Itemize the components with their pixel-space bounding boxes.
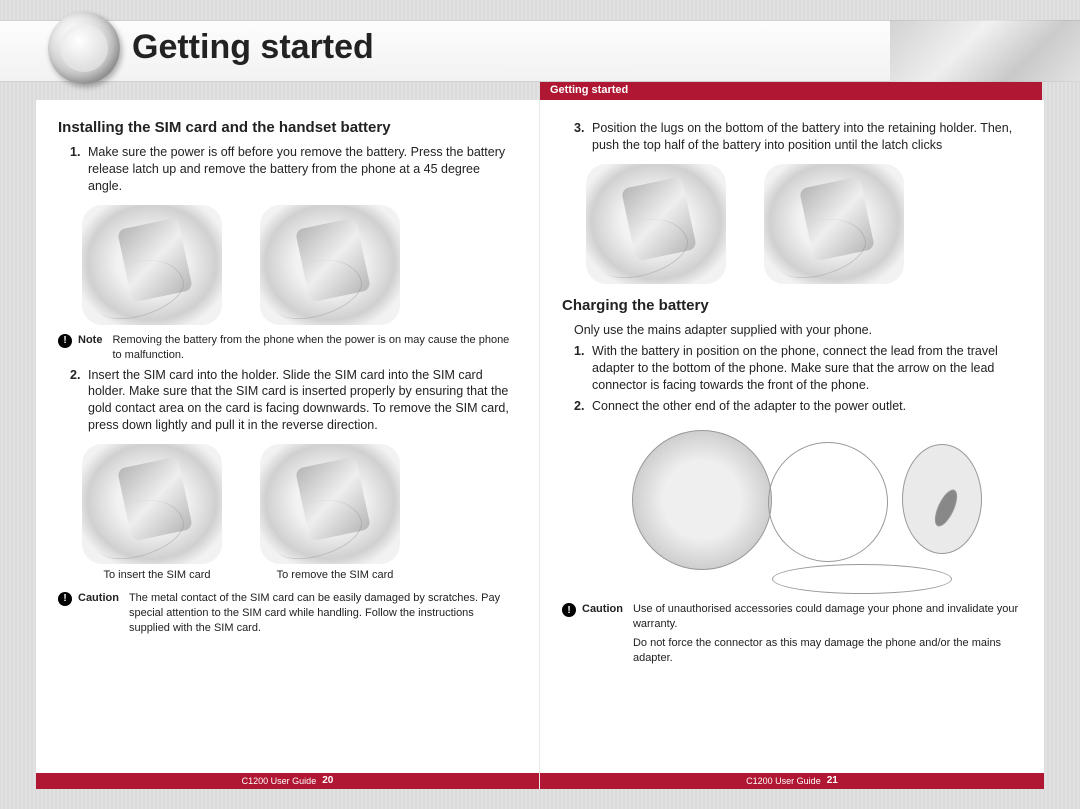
figure-row-sim: To insert the SIM card To remove the SIM… bbox=[82, 444, 517, 583]
caution-icon: ! bbox=[562, 603, 576, 617]
step-text: Make sure the power is off before you re… bbox=[88, 144, 517, 195]
step-3: 3. Position the lugs on the bottom of th… bbox=[574, 120, 1022, 154]
step-text: With the battery in position on the phon… bbox=[592, 343, 1022, 394]
caution-line-2: Do not force the connector as this may d… bbox=[633, 636, 1022, 666]
figure-charging bbox=[592, 424, 992, 594]
step-number: 2. bbox=[574, 398, 588, 415]
section-title-sim: Installing the SIM card and the handset … bbox=[58, 118, 517, 138]
figure-battery-lugs bbox=[586, 164, 736, 284]
step-1: 1. Make sure the power is off before you… bbox=[70, 144, 517, 195]
note-callout: ! Note Removing the battery from the pho… bbox=[58, 333, 517, 363]
note-text: Removing the battery from the phone when… bbox=[112, 333, 517, 363]
footer-guide: C1200 User Guide bbox=[242, 775, 317, 787]
figure-insert-sim: To insert the SIM card bbox=[82, 444, 232, 583]
page-title: Getting started bbox=[132, 28, 374, 67]
step-text: Position the lugs on the bottom of the b… bbox=[592, 120, 1022, 154]
section-title-charging: Charging the battery bbox=[562, 296, 1022, 316]
figure-row-battery-install bbox=[586, 164, 1022, 284]
page-footer: C1200 User Guide 20 bbox=[36, 773, 539, 789]
caution-label: Caution bbox=[582, 602, 623, 669]
note-icon: ! bbox=[58, 334, 72, 348]
note-label: Note bbox=[78, 333, 102, 363]
footer-page-number: 21 bbox=[827, 774, 838, 788]
step-number: 2. bbox=[70, 367, 84, 435]
page-spread: Installing the SIM card and the handset … bbox=[36, 100, 1044, 789]
caution-icon: ! bbox=[58, 592, 72, 606]
caution-label: Caution bbox=[78, 591, 119, 636]
step-text: Insert the SIM card into the holder. Sli… bbox=[88, 367, 517, 435]
step-2: 2. Insert the SIM card into the holder. … bbox=[70, 367, 517, 435]
figure-connector-detail bbox=[768, 442, 888, 562]
charging-intro: Only use the mains adapter supplied with… bbox=[574, 322, 1022, 339]
caution-callout: ! Caution Use of unauthorised accessorie… bbox=[562, 602, 1022, 669]
footer-page-number: 20 bbox=[322, 774, 333, 788]
charging-step-1: 1. With the battery in position on the p… bbox=[574, 343, 1022, 394]
step-text: Connect the other end of the adapter to … bbox=[592, 398, 906, 415]
caution-text: The metal contact of the SIM card can be… bbox=[129, 591, 517, 636]
figure-phone-in-hand bbox=[632, 430, 772, 570]
page-footer: C1200 User Guide 21 bbox=[540, 773, 1044, 789]
figure-caption: To remove the SIM card bbox=[260, 568, 410, 583]
caution-text: Use of unauthorised accessories could da… bbox=[633, 602, 1022, 669]
figure-row-battery bbox=[82, 205, 517, 325]
footer-guide: C1200 User Guide bbox=[746, 775, 821, 787]
running-head: Getting started bbox=[540, 82, 1042, 100]
page-left: Installing the SIM card and the handset … bbox=[36, 100, 540, 789]
page-right: 3. Position the lugs on the bottom of th… bbox=[540, 100, 1044, 789]
figure-caption: To insert the SIM card bbox=[82, 568, 232, 583]
caution-line-1: Use of unauthorised accessories could da… bbox=[633, 602, 1022, 632]
figure-cord bbox=[772, 564, 952, 594]
figure-remove-battery-1 bbox=[82, 205, 232, 325]
caution-callout: ! Caution The metal contact of the SIM c… bbox=[58, 591, 517, 636]
figure-remove-battery-2 bbox=[260, 205, 410, 325]
figure-battery-click bbox=[764, 164, 914, 284]
figure-remove-sim: To remove the SIM card bbox=[260, 444, 410, 583]
step-number: 1. bbox=[574, 343, 588, 394]
chapter-orb-icon bbox=[48, 12, 120, 84]
step-number: 3. bbox=[574, 120, 588, 154]
charging-step-2: 2. Connect the other end of the adapter … bbox=[574, 398, 1022, 415]
header-decorative-photo bbox=[890, 20, 1080, 82]
step-number: 1. bbox=[70, 144, 84, 195]
